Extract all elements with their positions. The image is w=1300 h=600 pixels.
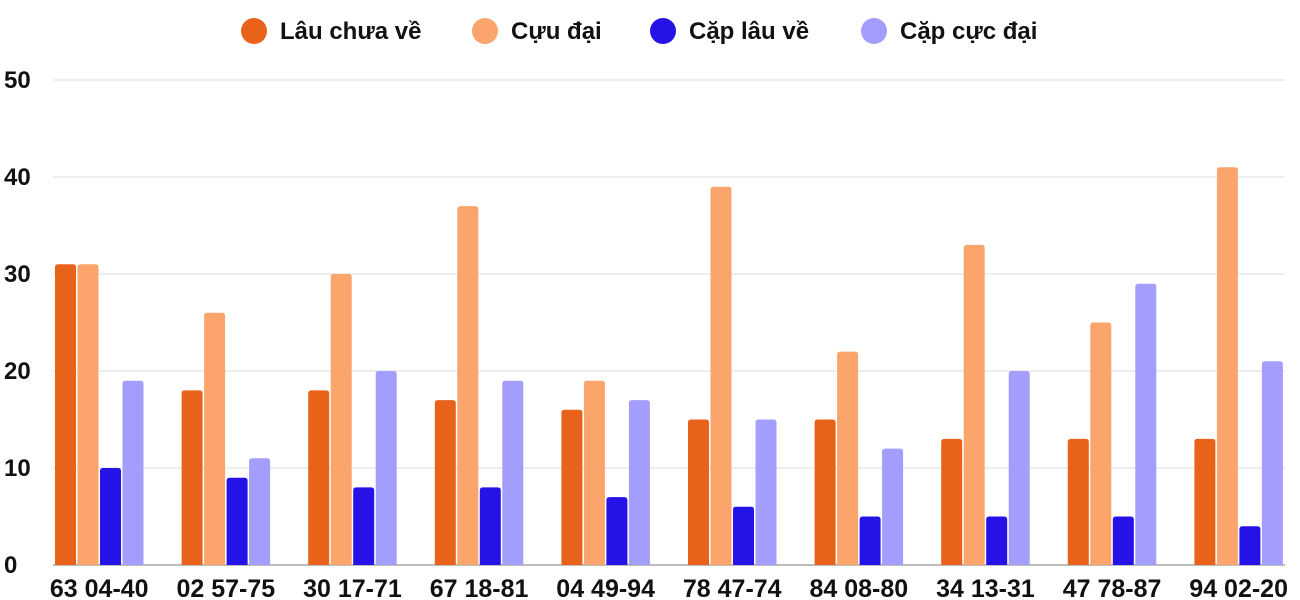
- bar-3-4: [479, 487, 501, 565]
- bar-4-5: [628, 400, 650, 565]
- legend-marker: [241, 18, 267, 44]
- bar-1-6: [688, 419, 709, 565]
- x-tick-label: 67 18-81: [430, 575, 529, 600]
- bar-3-6: [733, 506, 754, 565]
- bar-2-2: [204, 312, 226, 565]
- legend-label: Cựu đại: [511, 18, 602, 45]
- bar-3-5: [606, 497, 628, 565]
- bar-4-7: [882, 448, 904, 565]
- y-tick-label: 30: [4, 261, 31, 288]
- bar-4-4: [502, 380, 524, 565]
- y-tick-label: 40: [4, 164, 31, 191]
- bar-4-3: [375, 371, 397, 565]
- bar-2-7: [837, 351, 859, 565]
- bar-2-1: [77, 264, 99, 565]
- bar-1-1: [55, 264, 76, 565]
- bar-4-2: [249, 458, 271, 565]
- bar-4-8: [1008, 371, 1030, 565]
- y-tick-label: 0: [4, 552, 17, 579]
- x-tick-label: 63 04-40: [50, 575, 149, 600]
- x-tick-label: 84 08-80: [809, 575, 908, 600]
- bar-1-4: [434, 400, 456, 565]
- bar-1-7: [814, 419, 836, 565]
- x-axis-ticks: 63 04-40 02 57-75 30 17-71 67 18-81 04 49-94…: [50, 575, 1288, 600]
- bar-3-3: [353, 487, 375, 565]
- bar-3-7: [859, 516, 881, 565]
- x-tick-label: 04 49-94: [556, 575, 655, 600]
- bar-1-10: [1194, 438, 1216, 565]
- bar-2-10: [1216, 167, 1238, 566]
- legend-label: Cặp cực đại: [900, 18, 1037, 45]
- bar-3-9: [1112, 516, 1134, 565]
- x-tick-label: 78 47-74: [683, 575, 782, 600]
- bars: [55, 167, 1283, 566]
- bar-2-8: [963, 244, 985, 565]
- legend-marker: [861, 18, 887, 44]
- y-tick-label: 10: [4, 455, 31, 482]
- bar-1-3: [308, 390, 330, 565]
- bar-1-8: [941, 438, 963, 565]
- bar-1-5: [561, 409, 583, 565]
- bar-2-4: [457, 206, 479, 565]
- bar-4-6: [755, 419, 777, 565]
- bar-4-9: [1135, 283, 1157, 565]
- bar-4-10: [1261, 361, 1283, 565]
- x-tick-label: 34 13-31: [936, 575, 1035, 600]
- bar-1-9: [1067, 438, 1089, 565]
- bar-3-8: [986, 516, 1008, 565]
- legend-label: Cặp lâu về: [689, 18, 809, 45]
- legend-marker: [472, 18, 498, 44]
- bar-3-10: [1239, 526, 1261, 565]
- x-tick-label: 94 02-20: [1189, 575, 1288, 600]
- x-tick-label: 02 57-75: [176, 575, 275, 600]
- bar-3-2: [226, 477, 248, 565]
- y-axis-ticks: 0 10 20 30 40 50: [4, 67, 31, 579]
- bar-4-1: [122, 380, 144, 565]
- bar-2-9: [1090, 322, 1112, 565]
- x-tick-label: 47 78-87: [1063, 575, 1162, 600]
- bar-3-1: [100, 468, 121, 565]
- legend-label: Lâu chưa về: [280, 18, 421, 45]
- bar-2-3: [330, 274, 352, 565]
- bar-2-6: [710, 186, 732, 565]
- y-tick-label: 20: [4, 358, 31, 385]
- y-tick-label: 50: [4, 67, 31, 94]
- legend: Lâu chưa về Cựu đại Cặp lâu về Cặp cực đại: [241, 18, 1037, 45]
- x-tick-label: 30 17-71: [303, 575, 402, 600]
- legend-marker: [650, 18, 676, 44]
- bar-2-5: [583, 380, 605, 565]
- bar-1-2: [181, 390, 203, 565]
